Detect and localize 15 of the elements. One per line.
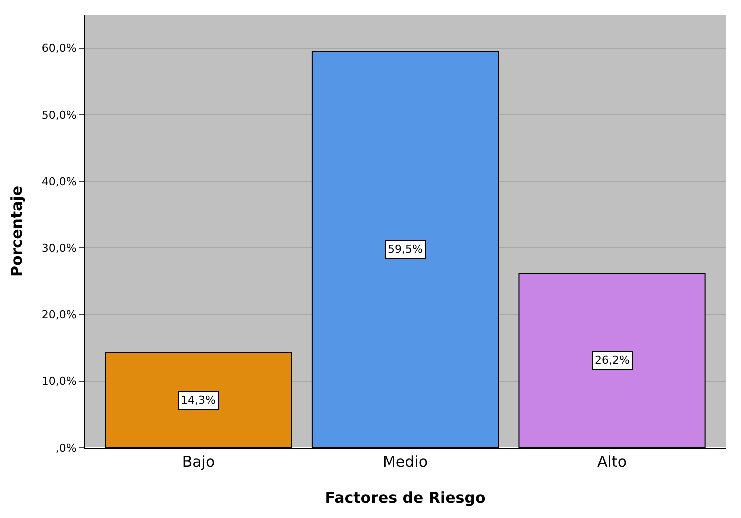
- x-axis-title: Factores de Riesgo: [325, 489, 486, 507]
- data-label: 59,5%: [388, 243, 423, 256]
- y-tick-label: 50,0%: [42, 108, 77, 122]
- y-tick-label: 20,0%: [42, 308, 77, 322]
- x-tick-label: Bajo: [182, 453, 216, 471]
- data-label: 14,3%: [181, 394, 216, 407]
- y-tick-label: ,0%: [56, 442, 77, 455]
- y-axis-title: Porcentaje: [8, 186, 26, 278]
- x-tick-label: Alto: [598, 453, 628, 471]
- x-tick-label: Medio: [382, 453, 428, 471]
- y-tick-label: 10,0%: [42, 375, 77, 388]
- y-tick-label: 30,0%: [42, 242, 77, 255]
- y-tick-label: 40,0%: [42, 175, 77, 188]
- data-label: 26,2%: [595, 354, 630, 367]
- y-tick-label: 60,0%: [42, 42, 77, 56]
